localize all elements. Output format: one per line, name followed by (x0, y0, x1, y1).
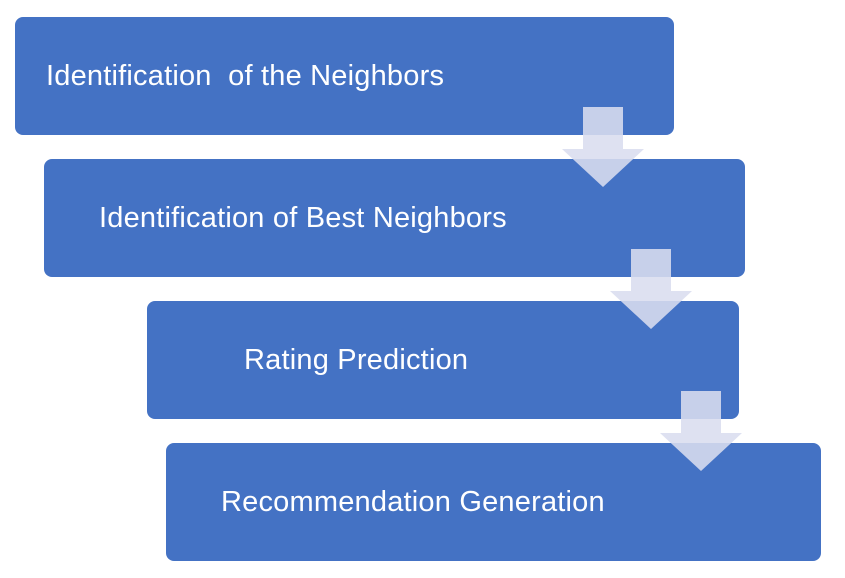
step-box-identification-of-best-neighbors: Identification of Best Neighbors (44, 159, 745, 277)
arrow-shape (610, 249, 692, 329)
step-label: Rating Prediction (244, 343, 469, 376)
step-box-recommendation-generation: Recommendation Generation (166, 443, 821, 561)
arrow-shape (562, 107, 644, 187)
arrow-shape (660, 391, 742, 471)
step-label: Identification of the Neighbors (46, 59, 445, 92)
step-label: Identification of Best Neighbors (99, 201, 507, 234)
arrow-down-icon (610, 249, 692, 329)
arrow-down-icon (660, 391, 742, 471)
arrow-down-icon (562, 107, 644, 187)
step-box-rating-prediction: Rating Prediction (147, 301, 739, 419)
step-label: Recommendation Generation (221, 485, 605, 518)
step-box-identification-of-neighbors: Identification of the Neighbors (15, 17, 674, 135)
